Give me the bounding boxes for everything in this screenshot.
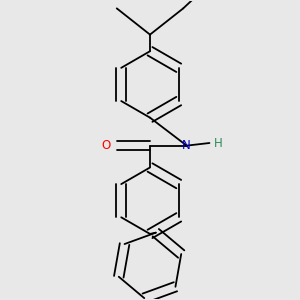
Text: O: O [102, 139, 111, 152]
Text: H: H [214, 136, 223, 149]
Text: N: N [182, 139, 191, 152]
